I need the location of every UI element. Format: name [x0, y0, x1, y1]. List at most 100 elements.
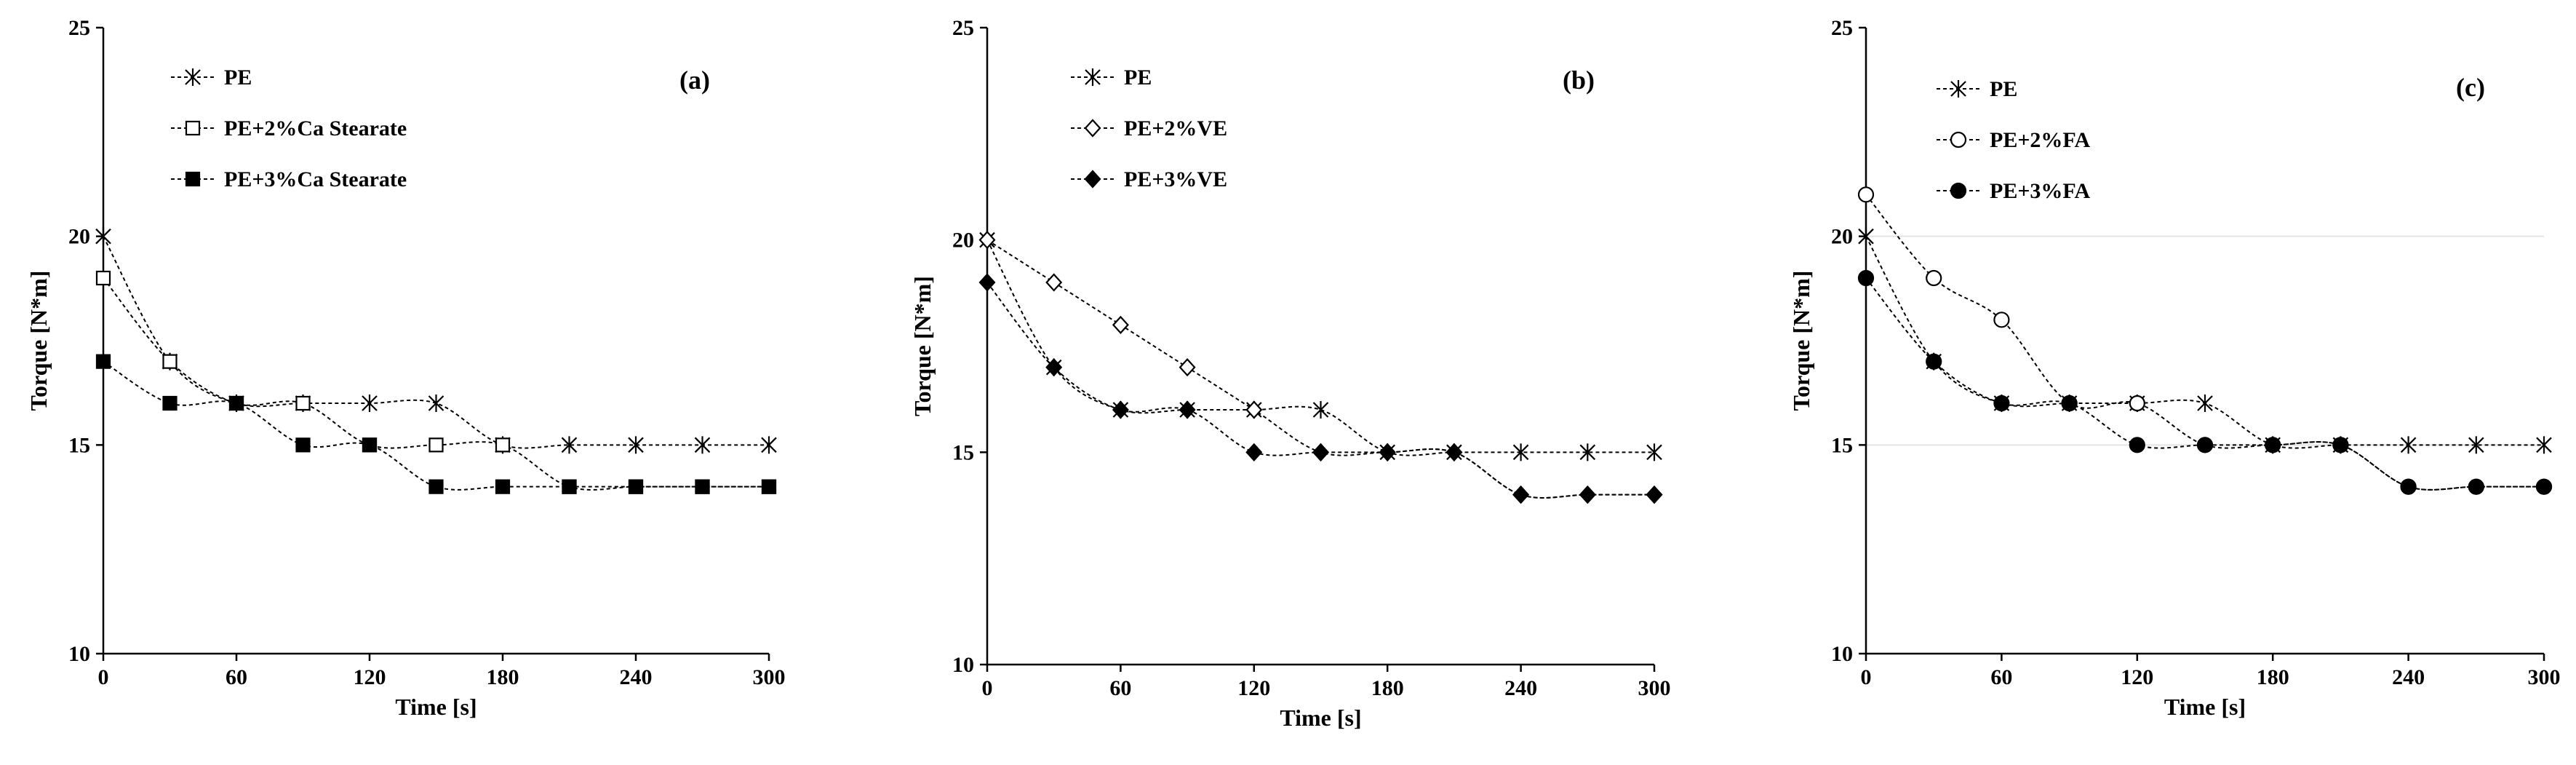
y-tick-label-1: 15	[1831, 433, 1853, 457]
x-tick-label-4: 240	[1504, 676, 1537, 700]
data-point-s1-1-shape	[1045, 273, 1063, 292]
data-point-s2-8	[628, 479, 644, 494]
data-point-s2-7-shape	[1445, 443, 1463, 461]
data-point-s0-8	[1512, 443, 1529, 461]
legend-marker-2	[1950, 182, 1967, 199]
data-point-s2-2	[1993, 395, 2010, 412]
panel-label: (b)	[1563, 66, 1595, 95]
data-point-s1-0	[95, 270, 111, 286]
x-tick-label-0: 0	[982, 676, 993, 700]
data-point-s0-9	[694, 436, 711, 454]
data-point-s2-4	[1245, 443, 1263, 461]
data-point-s2-7	[1445, 443, 1463, 461]
data-point-s2-5-shape	[1312, 443, 1329, 461]
legend-label-1: PE+2%Ca Stearate	[224, 116, 407, 140]
y-tick-label-0: 10	[1831, 642, 1853, 666]
data-point-s2-1-shape	[1926, 353, 1942, 370]
data-point-s2-9	[2468, 478, 2484, 495]
data-point-s2-3-shape	[2061, 395, 2078, 412]
data-point-s2-6	[1379, 443, 1396, 461]
data-point-s2-3	[295, 437, 311, 453]
data-point-s2-0-shape	[1857, 269, 1875, 287]
data-point-s0-9	[2468, 436, 2484, 454]
data-point-s2-4-shape	[2129, 437, 2145, 453]
y-axis-title: Torque [N*m]	[909, 276, 936, 416]
legend-marker-2-shape	[1950, 182, 1967, 199]
data-point-s2-8-shape	[628, 479, 644, 494]
panel-label: (c)	[2456, 73, 2485, 102]
data-point-s2-6-shape	[1379, 443, 1396, 461]
data-point-s2-0	[95, 354, 111, 369]
x-axis-title: Time [s]	[2164, 694, 2246, 720]
x-tick-label-3: 180	[1371, 676, 1404, 700]
data-point-s0-9	[1579, 443, 1596, 461]
legend-label-0: PE	[224, 66, 252, 90]
data-point-s1-1	[1045, 273, 1063, 292]
data-point-s2-7-shape	[2332, 437, 2349, 453]
x-tick-label-4: 240	[620, 665, 653, 689]
data-point-s2-0-shape	[95, 354, 111, 369]
legend-marker-1	[1084, 119, 1101, 138]
data-point-s2-10-shape	[2535, 478, 2553, 495]
data-point-s1-0-shape	[978, 231, 996, 250]
data-point-s2-5	[428, 479, 444, 494]
y-tick-label-1: 15	[952, 440, 974, 464]
data-point-s0-7	[561, 436, 578, 454]
legend-marker-1	[185, 120, 201, 136]
legend-label-2: PE+3%FA	[1990, 179, 2091, 203]
data-point-s1-4	[2129, 395, 2145, 412]
data-point-s0-10	[761, 436, 777, 454]
data-point-s2-9	[695, 479, 710, 494]
data-point-s2-10-shape	[1646, 485, 1663, 504]
series-line-2	[103, 360, 769, 491]
data-point-s0-10	[2536, 436, 2552, 454]
data-point-s2-5-shape	[2196, 437, 2214, 453]
y-tick-label-3: 25	[68, 16, 90, 40]
legend-marker-2	[185, 171, 201, 187]
data-point-s0-8	[628, 436, 644, 454]
data-point-s0-10	[1646, 443, 1662, 461]
legend-marker-1-shape	[185, 120, 201, 136]
data-point-s2-10	[761, 479, 777, 494]
data-point-s2-8-shape	[2400, 478, 2417, 495]
x-axis-title: Time [s]	[395, 694, 476, 720]
series-line-0	[103, 236, 769, 449]
data-point-s2-10	[2535, 478, 2553, 495]
legend-label-0: PE	[1990, 77, 2017, 101]
data-point-s1-6	[495, 437, 511, 453]
data-point-s2-3	[1179, 400, 1196, 419]
data-point-s1-0	[978, 231, 996, 250]
legend-label-1: PE+2%FA	[1990, 128, 2091, 152]
data-point-s2-9-shape	[695, 479, 710, 494]
data-point-s1-3	[295, 395, 311, 411]
data-point-s2-1	[1926, 353, 1942, 370]
data-point-s2-1	[162, 395, 178, 411]
chart-panel-1: 10 15 20 25 0 60 120 180 240 300 Time [s] Torque [N…	[25, 16, 786, 720]
data-point-s2-8-shape	[1512, 485, 1530, 504]
data-point-s0-5	[2197, 395, 2213, 412]
data-point-s2-2	[228, 395, 244, 411]
data-point-s2-2-shape	[1993, 395, 2010, 412]
data-point-s2-7-shape	[562, 479, 577, 494]
data-point-s1-1	[1926, 269, 1942, 287]
data-point-s2-4-shape	[1245, 443, 1263, 461]
data-point-s2-10-shape	[761, 479, 777, 494]
data-point-s0-8	[2400, 436, 2417, 454]
data-point-s2-2-shape	[1112, 400, 1129, 419]
x-tick-label-5: 300	[753, 665, 786, 689]
x-tick-label-5: 300	[1638, 676, 1671, 700]
data-point-s1-0-shape	[95, 270, 111, 286]
y-tick-label-2: 20	[952, 229, 974, 253]
data-point-s0-0	[95, 227, 111, 245]
data-point-s1-4-shape	[1245, 400, 1263, 419]
data-point-s2-5-shape	[428, 479, 444, 494]
y-tick-label-1: 15	[68, 433, 90, 457]
data-point-s1-1-shape	[162, 354, 178, 369]
data-point-s2-7	[562, 479, 577, 494]
series-line-0	[986, 239, 1654, 456]
data-point-s2-0	[978, 273, 996, 292]
data-point-s2-6	[495, 479, 511, 494]
x-tick-label-5: 300	[2528, 665, 2561, 689]
x-tick-label-0: 0	[98, 665, 109, 689]
